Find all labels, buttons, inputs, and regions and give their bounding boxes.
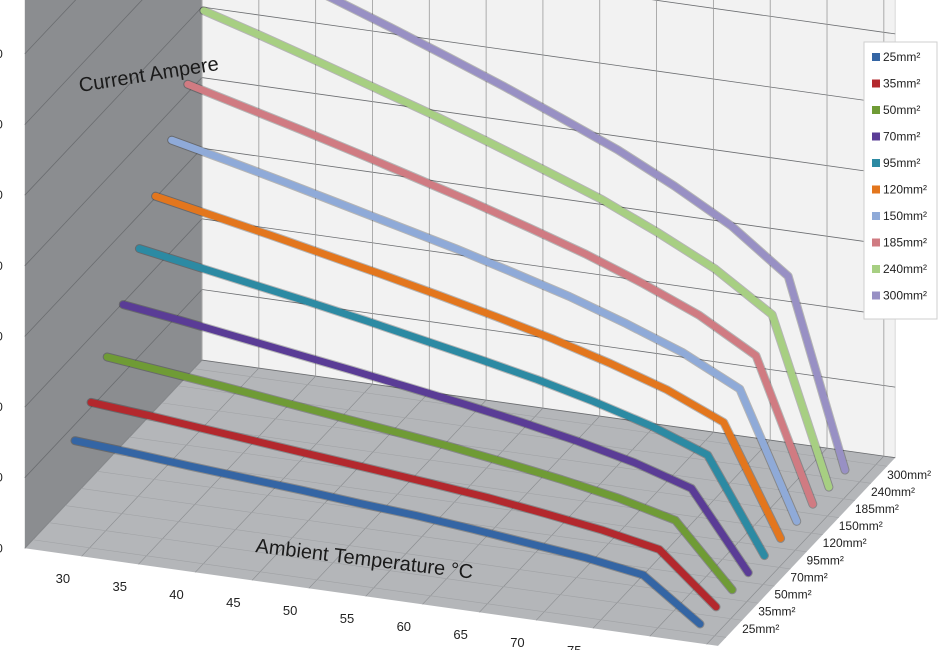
x-tick-label: 40: [169, 587, 183, 602]
x-tick-label: 30: [56, 571, 70, 586]
series-line-150mm: [168, 136, 801, 525]
y-tick-label: 600: [0, 118, 3, 132]
y-tick-label: 200: [0, 400, 3, 414]
series-line-35mm: [87, 398, 720, 611]
x-tick-label: 60: [397, 619, 411, 634]
floor-gridline: [48, 522, 743, 621]
x-tick-label: 35: [112, 579, 126, 594]
legend-label: 25mm²: [883, 50, 920, 64]
legend-swatch: [872, 212, 880, 220]
series-line-50mm: [103, 353, 736, 594]
depth-axis-tick-labels: 25mm² 35mm² 50mm² 70mm² 95mm² 120mm² 150mm² 185…: [742, 468, 931, 636]
x-tick-label: 65: [453, 627, 467, 642]
floor-gridline: [161, 402, 855, 501]
legend-swatch: [872, 53, 880, 61]
floor-gridline: [129, 436, 823, 535]
depth-tick-label: 25mm²: [742, 622, 779, 636]
legend-swatch: [872, 79, 880, 88]
x-tick-label: 70: [510, 635, 524, 650]
x-tick-label: 50: [283, 603, 297, 618]
legend-label: 300mm²: [883, 289, 927, 303]
x-tick-label: 55: [340, 611, 354, 626]
legend-label: 50mm²: [883, 103, 920, 117]
floor-gridline: [81, 488, 775, 587]
legend-label: 70mm²: [883, 130, 920, 144]
series-line-300mm: [327, 0, 849, 474]
legend-swatch: [872, 238, 880, 247]
y-tick-label: 400: [0, 259, 3, 273]
legend-label: 240mm²: [883, 262, 927, 276]
series-line-185mm: [184, 80, 817, 508]
depth-tick-label: 50mm²: [774, 588, 811, 602]
x-tick-label: 75: [567, 643, 581, 650]
legend-swatch: [872, 265, 880, 273]
legend-swatch: [872, 185, 880, 194]
series-line-25mm: [71, 437, 704, 628]
floor-gridline: [32, 539, 727, 638]
legend-label: 185mm²: [883, 236, 927, 250]
legend-label: 35mm²: [883, 77, 920, 91]
depth-tick-label: 120mm²: [823, 536, 867, 550]
legend-swatch: [872, 159, 880, 167]
depth-tick-label: 185mm²: [855, 502, 899, 516]
floor-gridline: [193, 368, 888, 467]
depth-tick-label: 150mm²: [839, 519, 883, 533]
y-tick-label: 0: [0, 541, 3, 555]
floor-gridline: [145, 419, 839, 518]
series-lines: [70, 0, 850, 629]
legend-label: 120mm²: [883, 183, 927, 197]
left-wall: [24, 0, 202, 549]
y-tick-label: 300: [0, 329, 3, 343]
depth-tick-label: 300mm²: [887, 468, 931, 482]
floor-gridline: [65, 505, 759, 604]
legend-swatch: [872, 291, 880, 300]
legend: 25mm² 35mm² 50mm² 70mm² 95mm² 120mm² 150mm² 185…: [863, 41, 938, 320]
x-tick-label: 45: [226, 595, 240, 610]
legend-label: 95mm²: [883, 156, 920, 170]
legend-swatch: [872, 106, 880, 114]
y-axis-tick-labels: 0100200300400500600700800: [0, 47, 3, 555]
legend-label: 150mm²: [883, 209, 927, 223]
depth-tick-label: 70mm²: [790, 570, 827, 584]
y-tick-label: 700: [0, 47, 3, 61]
y-tick-label: 100: [0, 471, 3, 485]
series-line-70mm: [119, 301, 752, 577]
depth-tick-label: 35mm²: [758, 605, 795, 619]
y-gridline: [24, 0, 896, 125]
series-line-240mm: [200, 7, 833, 491]
depth-tick-label: 95mm²: [807, 553, 844, 567]
series-line-120mm: [152, 192, 785, 542]
legend-swatch: [872, 132, 880, 141]
series-line-95mm: [135, 245, 768, 560]
y-tick-label: 500: [0, 188, 3, 202]
depth-tick-label: 240mm²: [871, 485, 915, 499]
